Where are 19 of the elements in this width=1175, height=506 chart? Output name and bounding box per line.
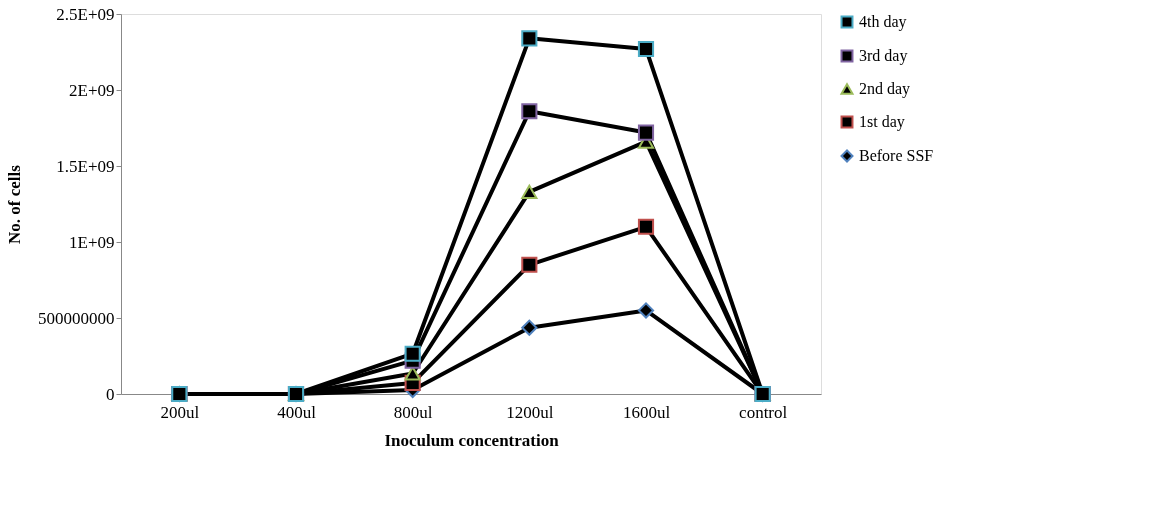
y-tick-label: 2.5E+09	[56, 4, 115, 24]
y-tick-label: 1E+09	[69, 232, 115, 252]
x-tick-label: 1600ul	[622, 402, 671, 422]
y-tick-label: 500000000	[38, 308, 115, 328]
x-tick-label: 200ul	[160, 402, 200, 422]
x-axis-title: Inoculum concentration	[384, 430, 560, 450]
legend-label: Before SSF	[859, 147, 934, 164]
legend-label: 2nd day	[859, 80, 911, 98]
y-tick-label: 1.5E+09	[56, 156, 115, 176]
x-tick-label: 1200ul	[506, 402, 554, 422]
legend-label: 4th day	[859, 13, 907, 31]
legend-label: 1st day	[859, 113, 905, 131]
x-tick-label: 400ul	[277, 402, 317, 422]
y-tick-label: 2E+09	[69, 80, 115, 100]
y-axis-title: No. of cells	[5, 164, 24, 244]
legend-label: 3rd day	[859, 47, 908, 65]
y-tick-label: 0	[106, 384, 115, 404]
x-tick-label: control	[739, 402, 788, 422]
x-tick-label: 800ul	[393, 402, 433, 422]
